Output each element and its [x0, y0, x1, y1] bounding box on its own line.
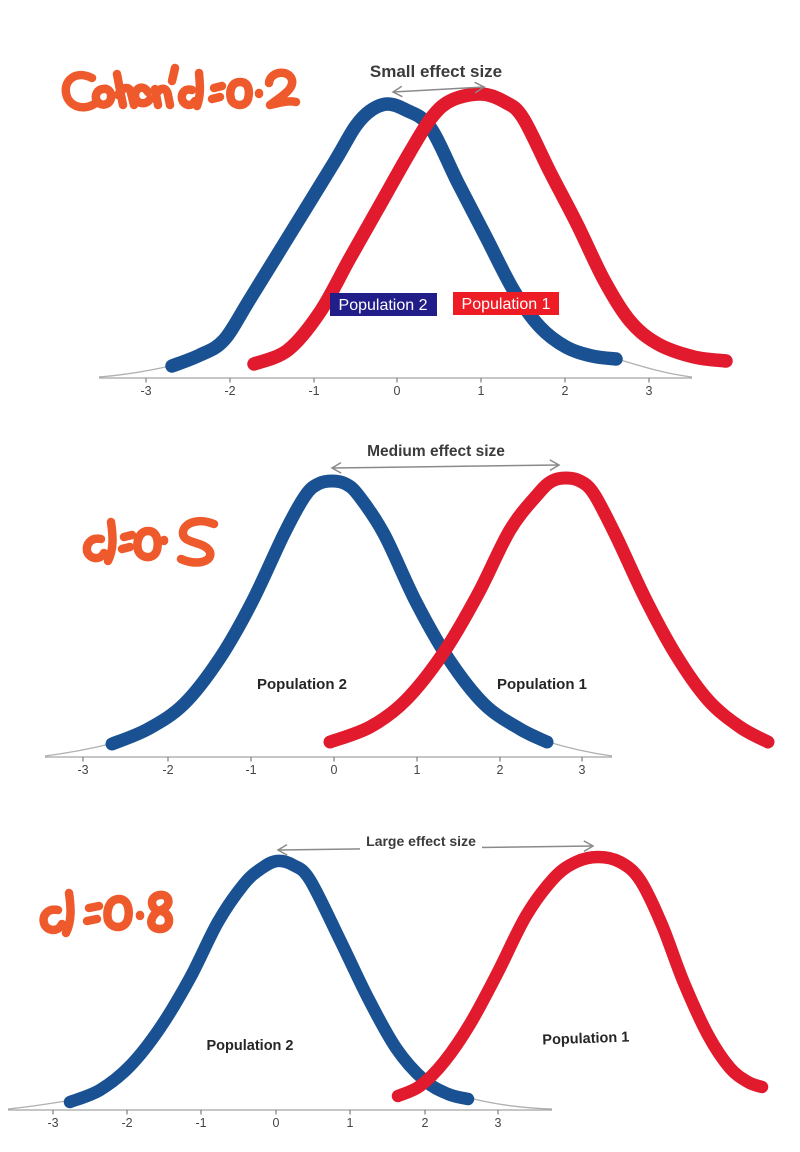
svg-text:Population 1: Population 1 [462, 296, 551, 313]
svg-text:-2: -2 [224, 384, 235, 398]
svg-text:3: 3 [579, 763, 586, 777]
svg-text:Large effect size: Large effect size [366, 833, 476, 849]
svg-text:-1: -1 [195, 1116, 206, 1130]
svg-text:Population 1: Population 1 [497, 676, 587, 693]
svg-text:Population 2: Population 2 [207, 1038, 294, 1054]
svg-text:Population 1: Population 1 [542, 1029, 630, 1048]
svg-text:2: 2 [422, 1116, 429, 1130]
svg-text:3: 3 [495, 1116, 502, 1130]
svg-text:-3: -3 [140, 384, 151, 398]
svg-text:Small effect size: Small effect size [370, 62, 502, 81]
svg-text:1: 1 [478, 384, 485, 398]
svg-text:Population 2: Population 2 [257, 676, 347, 693]
svg-text:0: 0 [273, 1116, 280, 1130]
svg-text:Population 2: Population 2 [339, 297, 428, 314]
svg-text:-3: -3 [47, 1116, 58, 1130]
svg-text:0: 0 [394, 384, 401, 398]
svg-text:2: 2 [497, 763, 504, 777]
svg-text:2: 2 [562, 384, 569, 398]
svg-text:-3: -3 [77, 763, 88, 777]
svg-text:-2: -2 [162, 763, 173, 777]
svg-text:-1: -1 [245, 763, 256, 777]
svg-text:-2: -2 [121, 1116, 132, 1130]
svg-text:1: 1 [347, 1116, 354, 1130]
svg-text:Medium effect size: Medium effect size [367, 443, 505, 460]
svg-text:-1: -1 [308, 384, 319, 398]
svg-text:1: 1 [414, 763, 421, 777]
svg-text:3: 3 [646, 384, 653, 398]
svg-text:0: 0 [331, 763, 338, 777]
